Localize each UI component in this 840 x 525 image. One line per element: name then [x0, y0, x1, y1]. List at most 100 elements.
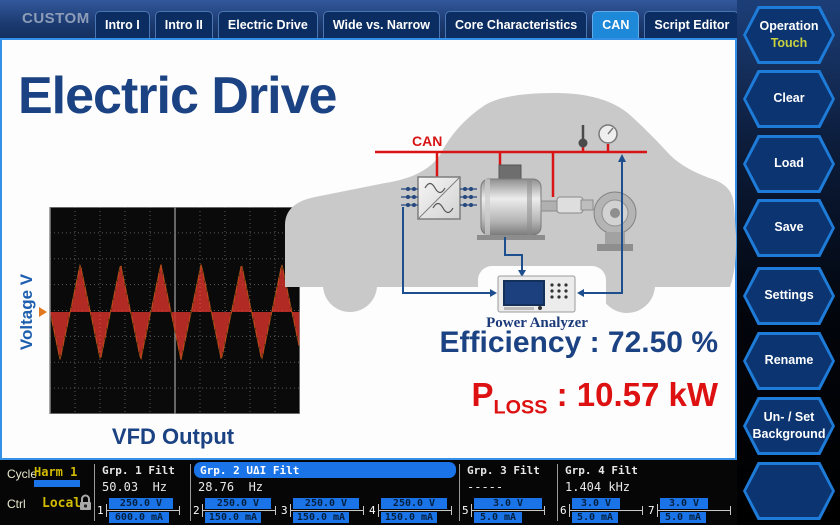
- torque-sensor: [556, 196, 594, 214]
- custom-menu-label[interactable]: CUSTOM: [22, 10, 90, 27]
- channel-range-display: 250.0 V 150.0 mA: [378, 496, 454, 525]
- voltage-range-bar: 250.0 V: [293, 498, 359, 509]
- efficiency-readout: Efficiency : 72.50 %: [439, 326, 718, 359]
- measurement-groups: Grp. 1 Filt 50.03 Hz 1 250.0 V 600.0 mA Grp. …: [95, 460, 736, 525]
- range-axis: [471, 510, 545, 511]
- channel-number: 6: [560, 504, 567, 517]
- voltage-range-bar: 3.0 V: [660, 498, 708, 509]
- hex-button-label: Save: [774, 220, 804, 235]
- current-range-bar: 150.0 mA: [205, 512, 261, 523]
- ploss-subscript: LOSS: [493, 396, 548, 419]
- channel-5[interactable]: 5 3.0 V 5.0 mA: [462, 496, 547, 525]
- clear-button[interactable]: Clear: [743, 70, 835, 128]
- range-axis: [202, 504, 203, 517]
- range-axis: [569, 504, 570, 517]
- tab-intro-ii[interactable]: Intro II: [154, 11, 213, 39]
- blank-button[interactable]: [743, 462, 835, 520]
- channel-1[interactable]: 1 250.0 V 600.0 mA: [97, 496, 182, 525]
- voltage-range-bar: 3.0 V: [474, 498, 542, 509]
- range-axis: [544, 506, 545, 515]
- channel-3[interactable]: 3 250.0 V 150.0 mA: [281, 496, 366, 525]
- status-group-2: Grp. 2 UΔI Filt 28.76 Hz 2 250.0 V 150.0 mA 3…: [191, 460, 459, 525]
- channel-range-display: 250.0 V 150.0 mA: [290, 496, 366, 525]
- vfd-scope-display: [39, 207, 300, 414]
- range-axis: [471, 504, 472, 517]
- status-group-1: Grp. 1 Filt 50.03 Hz 1 250.0 V 600.0 mA: [95, 460, 190, 525]
- channel-number: 2: [193, 504, 200, 517]
- can-bus-lines: [375, 144, 647, 197]
- range-axis: [657, 510, 731, 511]
- tab-core-characteristics[interactable]: Core Characteristics: [444, 11, 588, 39]
- channel-range-display: 3.0 V 5.0 mA: [657, 496, 733, 525]
- channel-range-display: 3.0 V 5.0 mA: [569, 496, 645, 525]
- hex-button-label: Touch: [770, 35, 808, 50]
- group-header[interactable]: Grp. 4 Filt: [565, 464, 638, 477]
- load-button[interactable]: Load: [743, 135, 835, 193]
- hex-button-label: Clear: [773, 91, 805, 106]
- control-mode-value[interactable]: Local: [42, 496, 82, 511]
- group-header[interactable]: Grp. 1 Filt: [102, 464, 175, 477]
- group-frequency: -----: [467, 480, 504, 494]
- page-title: Electric Drive: [18, 67, 337, 125]
- lock-icon[interactable]: [78, 493, 93, 512]
- tab-can[interactable]: CAN: [592, 11, 640, 39]
- hex-button-label: Settings: [764, 288, 814, 303]
- sync-source-value[interactable]: Harm 1: [34, 465, 78, 481]
- power-loss-readout: PLOSS : 10.57 kW: [302, 376, 718, 420]
- tab-strip: Intro I Intro II Electric Drive Wide vs. Na…: [95, 11, 740, 39]
- measurement-wires: [402, 161, 623, 294]
- thermometer-icon: [578, 125, 588, 148]
- channel-2[interactable]: 2 250.0 V 150.0 mA: [193, 496, 278, 525]
- operation-touch-button[interactable]: Operation Touch: [743, 6, 835, 64]
- channel-number: 5: [462, 504, 469, 517]
- rename-button[interactable]: Rename: [743, 332, 835, 390]
- group-header[interactable]: Grp. 2 UΔI Filt: [194, 462, 456, 478]
- scope-y-axis-label: Voltage V: [17, 273, 36, 351]
- channel-number: 7: [648, 504, 655, 517]
- voltage-range-bar: 250.0 V: [109, 498, 173, 509]
- hex-button-label: Rename: [764, 353, 814, 368]
- range-axis: [275, 506, 276, 515]
- channel-7[interactable]: 7 3.0 V 5.0 mA: [648, 496, 733, 525]
- power-analyzer-label: Power Analyzer: [486, 315, 588, 331]
- tab-electric-drive[interactable]: Electric Drive: [217, 11, 318, 39]
- range-axis: [378, 510, 452, 511]
- tab-script-editor[interactable]: Script Editor: [644, 11, 740, 39]
- range-axis: [106, 510, 180, 511]
- channel-number: 1: [97, 504, 104, 517]
- current-range-bar: 150.0 mA: [381, 512, 437, 523]
- range-axis: [106, 504, 107, 517]
- range-axis: [451, 506, 452, 515]
- group-frequency: 28.76 Hz: [198, 480, 264, 494]
- status-divider: [94, 464, 95, 521]
- group-header[interactable]: Grp. 3 Filt: [467, 464, 540, 477]
- set-background-button[interactable]: Un- / Set Background: [743, 397, 835, 455]
- channel-range-display: 3.0 V 5.0 mA: [471, 496, 547, 525]
- wire-arrowheads: [490, 154, 626, 297]
- range-axis: [290, 504, 291, 517]
- tab-wide-vs-narrow[interactable]: Wide vs. Narrow: [322, 11, 440, 39]
- range-axis: [730, 506, 731, 515]
- current-range-bar: 5.0 mA: [474, 512, 522, 523]
- range-axis: [569, 510, 643, 511]
- power-analyzer: [497, 275, 576, 313]
- ploss-value: : 10.57 kW: [556, 376, 718, 413]
- range-axis: [378, 504, 379, 517]
- channel-6[interactable]: 6 3.0 V 5.0 mA: [560, 496, 645, 525]
- channel-4[interactable]: 4 250.0 V 150.0 mA: [369, 496, 454, 525]
- status-divider: [190, 464, 191, 521]
- softkey-sidebar: Operation Touch Clear Load Save Settings Renam…: [737, 0, 840, 525]
- settings-button[interactable]: Settings: [743, 267, 835, 325]
- top-tab-bar: CUSTOM Intro I Intro II Electric Drive Wide…: [0, 0, 840, 39]
- current-range-bar: 600.0 mA: [109, 512, 169, 523]
- scope-caption: VFD Output: [111, 424, 235, 449]
- channel-number: 4: [369, 504, 376, 517]
- electric-drive-diagram: CAN: [285, 93, 737, 331]
- save-button[interactable]: Save: [743, 199, 835, 257]
- range-axis: [179, 506, 180, 515]
- slide-content: Electric Drive Voltage V VFD Output: [0, 38, 737, 460]
- status-group-3: Grp. 3 Filt ----- 5 3.0 V 5.0 mA: [460, 460, 557, 525]
- hex-button-label: Load: [774, 156, 804, 171]
- tab-intro-i[interactable]: Intro I: [95, 11, 150, 39]
- current-range-bar: 150.0 mA: [293, 512, 349, 523]
